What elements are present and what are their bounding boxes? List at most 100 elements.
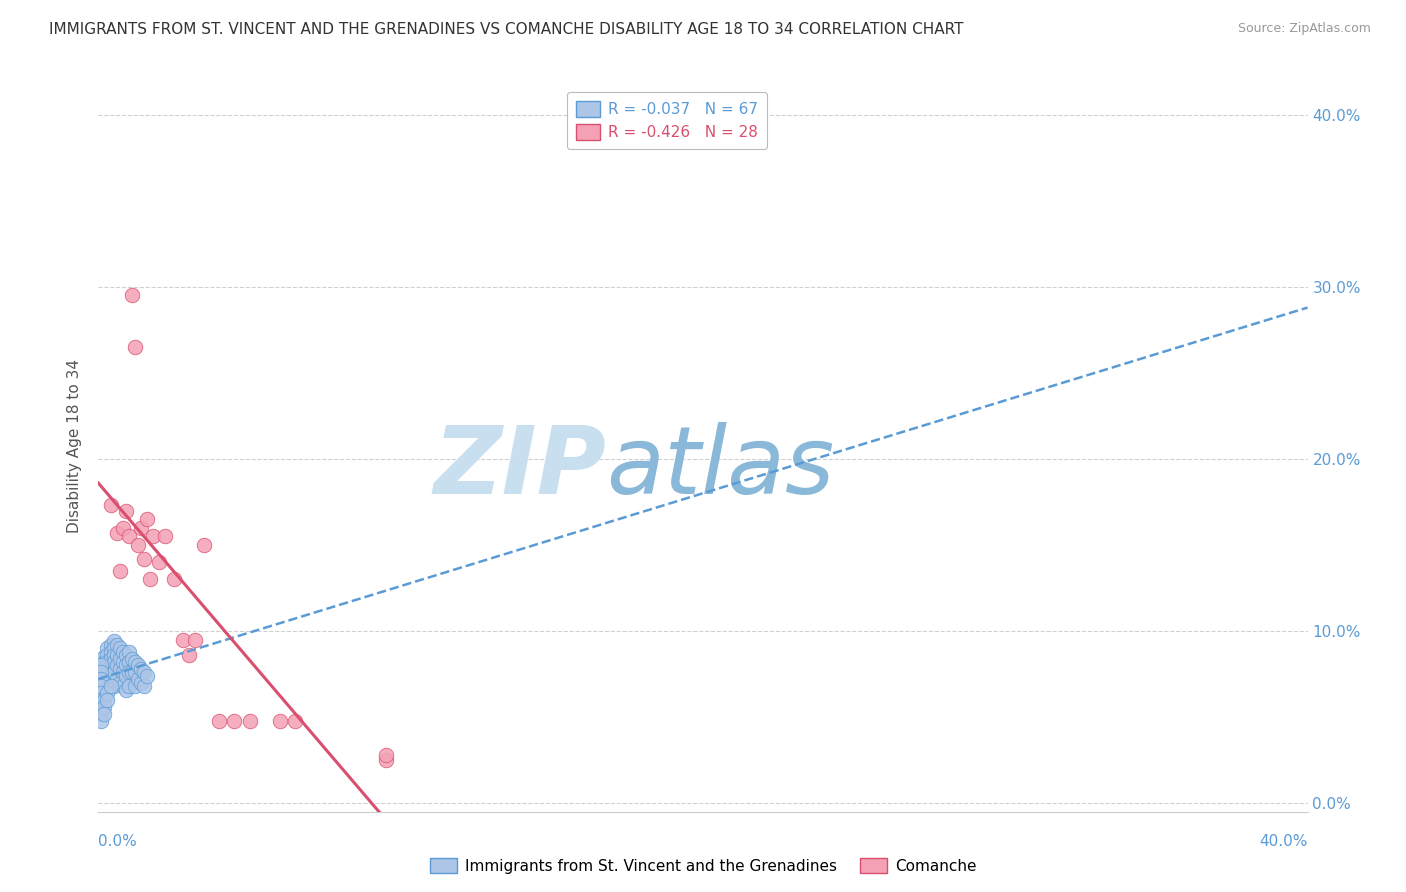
Point: [224, 714, 246, 728]
Point: [148, 555, 170, 569]
Point: [100, 679, 122, 693]
Point: [118, 645, 141, 659]
Point: [127, 672, 149, 686]
Point: [172, 632, 194, 647]
Point: [105, 638, 128, 652]
Point: [111, 679, 134, 693]
Text: 0.0%: 0.0%: [98, 834, 138, 848]
Point: [118, 679, 141, 693]
Text: atlas: atlas: [606, 423, 835, 514]
Point: [100, 638, 122, 652]
Point: [90, 679, 112, 693]
Point: [96, 655, 118, 669]
Point: [93, 649, 115, 664]
Point: [114, 648, 136, 662]
Point: [135, 669, 157, 683]
Point: [96, 648, 118, 662]
Point: [105, 648, 128, 662]
Point: [90, 679, 112, 693]
Point: [111, 645, 134, 659]
Legend: Immigrants from St. Vincent and the Grenadines, Comanche: Immigrants from St. Vincent and the Gren…: [423, 852, 983, 880]
Point: [118, 665, 141, 680]
Point: [114, 682, 136, 697]
Point: [121, 665, 143, 680]
Point: [121, 651, 143, 665]
Point: [132, 551, 155, 566]
Text: IMMIGRANTS FROM ST. VINCENT AND THE GRENADINES VS COMANCHE DISABILITY AGE 18 TO : IMMIGRANTS FROM ST. VINCENT AND THE GREN…: [49, 22, 963, 37]
Point: [111, 655, 134, 669]
Point: [90, 714, 112, 728]
Point: [193, 538, 215, 552]
Point: [93, 662, 115, 676]
Legend: R = -0.037   N = 67, R = -0.426   N = 28: R = -0.037 N = 67, R = -0.426 N = 28: [567, 92, 766, 149]
Point: [127, 658, 149, 673]
Point: [124, 665, 146, 680]
Point: [284, 714, 307, 728]
Point: [111, 665, 134, 680]
Point: [118, 655, 141, 669]
Point: [100, 645, 122, 659]
Point: [129, 521, 152, 535]
Point: [127, 538, 149, 552]
Point: [100, 672, 122, 686]
Point: [90, 669, 112, 683]
Point: [208, 714, 231, 728]
Point: [93, 699, 115, 714]
Point: [124, 340, 146, 354]
Point: [90, 665, 112, 680]
Point: [135, 512, 157, 526]
Text: ZIP: ZIP: [433, 422, 606, 514]
Point: [93, 693, 115, 707]
Point: [100, 499, 122, 513]
Point: [93, 655, 115, 669]
Point: [90, 693, 112, 707]
Point: [239, 714, 262, 728]
Point: [129, 675, 152, 690]
Point: [374, 747, 396, 762]
Point: [100, 662, 122, 676]
Point: [105, 658, 128, 673]
Point: [132, 679, 155, 693]
Point: [90, 658, 112, 673]
Point: [108, 641, 131, 656]
Point: [103, 641, 125, 656]
Y-axis label: Disability Age 18 to 34: Disability Age 18 to 34: [67, 359, 83, 533]
Point: [114, 503, 136, 517]
Point: [129, 662, 152, 676]
Point: [108, 651, 131, 665]
Point: [132, 665, 155, 680]
Point: [124, 655, 146, 669]
Point: [105, 672, 128, 686]
Point: [90, 706, 112, 721]
Point: [114, 669, 136, 683]
Point: [124, 679, 146, 693]
Point: [153, 529, 176, 543]
Point: [90, 699, 112, 714]
Point: [114, 658, 136, 673]
Point: [96, 665, 118, 680]
Point: [103, 648, 125, 662]
Point: [184, 632, 207, 647]
Point: [111, 521, 134, 535]
Point: [90, 686, 112, 700]
Point: [103, 665, 125, 680]
Point: [90, 672, 112, 686]
Point: [139, 573, 162, 587]
Point: [96, 686, 118, 700]
Point: [118, 529, 141, 543]
Point: [121, 288, 143, 302]
Point: [179, 648, 201, 662]
Text: 40.0%: 40.0%: [1260, 834, 1308, 848]
Point: [100, 651, 122, 665]
Point: [108, 564, 131, 578]
Point: [93, 706, 115, 721]
Point: [269, 714, 291, 728]
Text: Source: ZipAtlas.com: Source: ZipAtlas.com: [1237, 22, 1371, 36]
Point: [142, 529, 165, 543]
Point: [103, 679, 125, 693]
Point: [103, 655, 125, 669]
Point: [163, 573, 186, 587]
Point: [96, 641, 118, 656]
Point: [96, 693, 118, 707]
Point: [374, 753, 396, 767]
